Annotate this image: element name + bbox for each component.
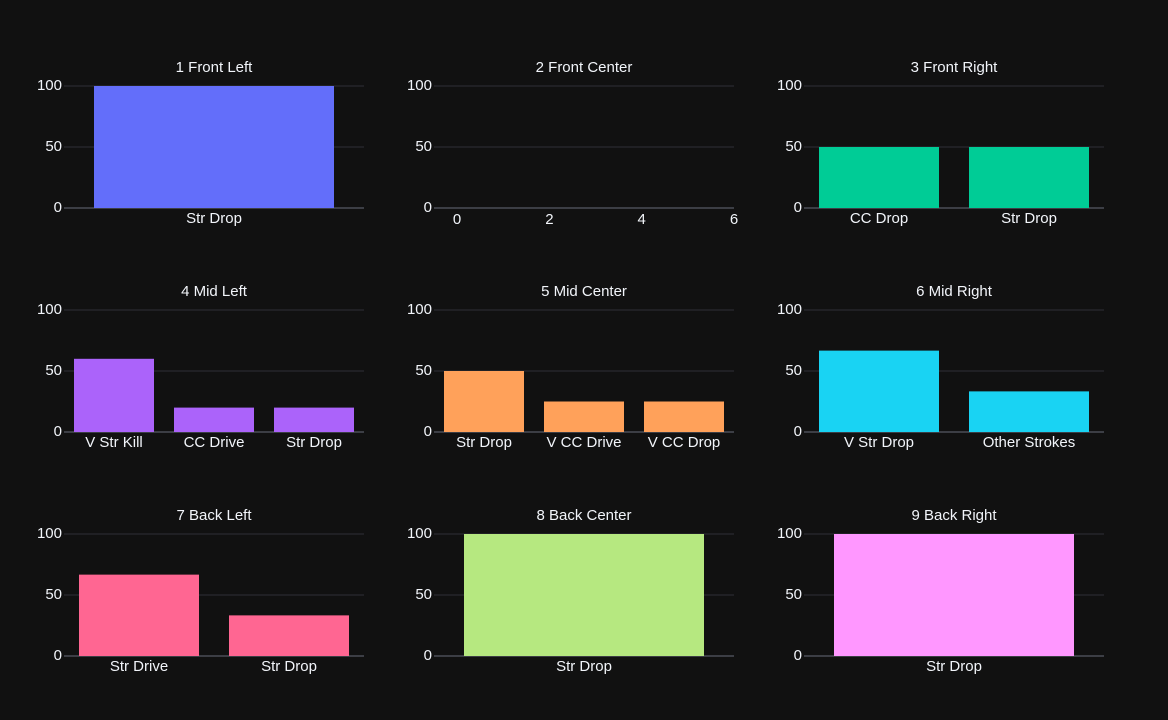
y-tick-label: 50 [415, 362, 432, 379]
x-tick-label: Str Drop [456, 434, 512, 451]
x-tick-label: Str Drop [1001, 210, 1057, 227]
y-tick-label: 100 [37, 301, 62, 318]
bar[interactable] [74, 358, 154, 432]
x-tick-label: Other Strokes [983, 434, 1076, 451]
y-tick-label: 100 [777, 301, 802, 318]
y-tick-label: 0 [794, 647, 802, 664]
x-tick-label: Str Drive [110, 658, 168, 675]
x-tick-label: Str Drop [926, 658, 982, 675]
y-tick-label: 50 [415, 586, 432, 603]
y-tick-label: 50 [785, 362, 802, 379]
x-tick-label: Str Drop [286, 434, 342, 451]
subplot-5: 5 Mid Center 0 50 100 Str Drop V CC Drive V CC… [407, 283, 734, 451]
x-tick-label: V CC Drive [546, 434, 621, 451]
subplot-7: 7 Back Left 0 50 100 Str Drive Str Drop [37, 507, 364, 675]
subplot-title: 6 Mid Right [916, 283, 993, 300]
subplot-8: 8 Back Center 0 50 100 Str Drop [407, 507, 734, 675]
bar[interactable] [274, 407, 354, 432]
y-tick-label: 100 [777, 77, 802, 94]
x-tick-label: V Str Drop [844, 434, 914, 451]
subplot-title: 5 Mid Center [541, 283, 627, 300]
bar[interactable] [834, 534, 1074, 656]
subplot-title: 9 Back Right [911, 507, 997, 524]
subplot-9: 9 Back Right 0 50 100 Str Drop [777, 507, 1104, 675]
subplot-4: 4 Mid Left 0 50 100 V Str Kill CC Drive Str Dr… [37, 283, 364, 451]
y-tick-label: 0 [424, 423, 432, 440]
y-tick-label: 100 [37, 525, 62, 542]
x-tick-label: 0 [453, 211, 461, 228]
x-tick-label: 6 [730, 211, 738, 228]
y-tick-label: 0 [54, 199, 62, 216]
y-tick-label: 0 [794, 423, 802, 440]
subplot-1: 1 Front Left 0 50 100 Str Drop [37, 59, 364, 227]
y-tick-label: 50 [45, 586, 62, 603]
y-tick-label: 50 [45, 362, 62, 379]
y-tick-label: 0 [424, 199, 432, 216]
bar[interactable] [819, 147, 939, 208]
y-tick-label: 50 [45, 138, 62, 155]
bar[interactable] [94, 86, 334, 208]
bar[interactable] [79, 574, 199, 656]
y-tick-label: 50 [415, 138, 432, 155]
bar[interactable] [819, 350, 939, 432]
y-tick-label: 100 [407, 77, 432, 94]
bar[interactable] [229, 615, 349, 656]
subplot-title: 3 Front Right [911, 59, 999, 76]
x-tick-label: Str Drop [556, 658, 612, 675]
y-tick-label: 0 [54, 647, 62, 664]
x-tick-label: CC Drive [184, 434, 245, 451]
subplot-3: 3 Front Right 0 50 100 CC Drop Str Drop [777, 59, 1104, 227]
y-tick-label: 50 [785, 586, 802, 603]
y-tick-label: 0 [794, 199, 802, 216]
x-tick-label: Str Drop [186, 210, 242, 227]
bar[interactable] [174, 407, 254, 432]
y-tick-label: 50 [785, 138, 802, 155]
bar[interactable] [464, 534, 704, 656]
subplot-6: 6 Mid Right 0 50 100 V Str Drop Other Strokes [777, 283, 1104, 451]
y-tick-label: 0 [424, 647, 432, 664]
x-tick-label: 4 [638, 211, 646, 228]
x-tick-label: CC Drop [850, 210, 908, 227]
subplot-title: 8 Back Center [536, 507, 631, 524]
bar[interactable] [544, 401, 624, 433]
y-tick-label: 100 [407, 301, 432, 318]
bar[interactable] [969, 391, 1089, 432]
x-tick-label: 2 [545, 211, 553, 228]
subplot-title: 7 Back Left [176, 507, 252, 524]
bar[interactable] [644, 401, 724, 433]
x-tick-label: V CC Drop [648, 434, 721, 451]
subplot-title: 4 Mid Left [181, 283, 248, 300]
subplot-title: 1 Front Left [176, 59, 254, 76]
x-tick-label: V Str Kill [85, 434, 143, 451]
y-tick-label: 0 [54, 423, 62, 440]
bar[interactable] [444, 371, 524, 432]
y-tick-label: 100 [777, 525, 802, 542]
y-tick-label: 100 [37, 77, 62, 94]
subplot-2: 2 Front Center 0 50 100 0 2 4 6 [407, 59, 738, 228]
y-tick-label: 100 [407, 525, 432, 542]
bar[interactable] [969, 147, 1089, 208]
x-tick-label: Str Drop [261, 658, 317, 675]
subplot-title: 2 Front Center [536, 59, 633, 76]
